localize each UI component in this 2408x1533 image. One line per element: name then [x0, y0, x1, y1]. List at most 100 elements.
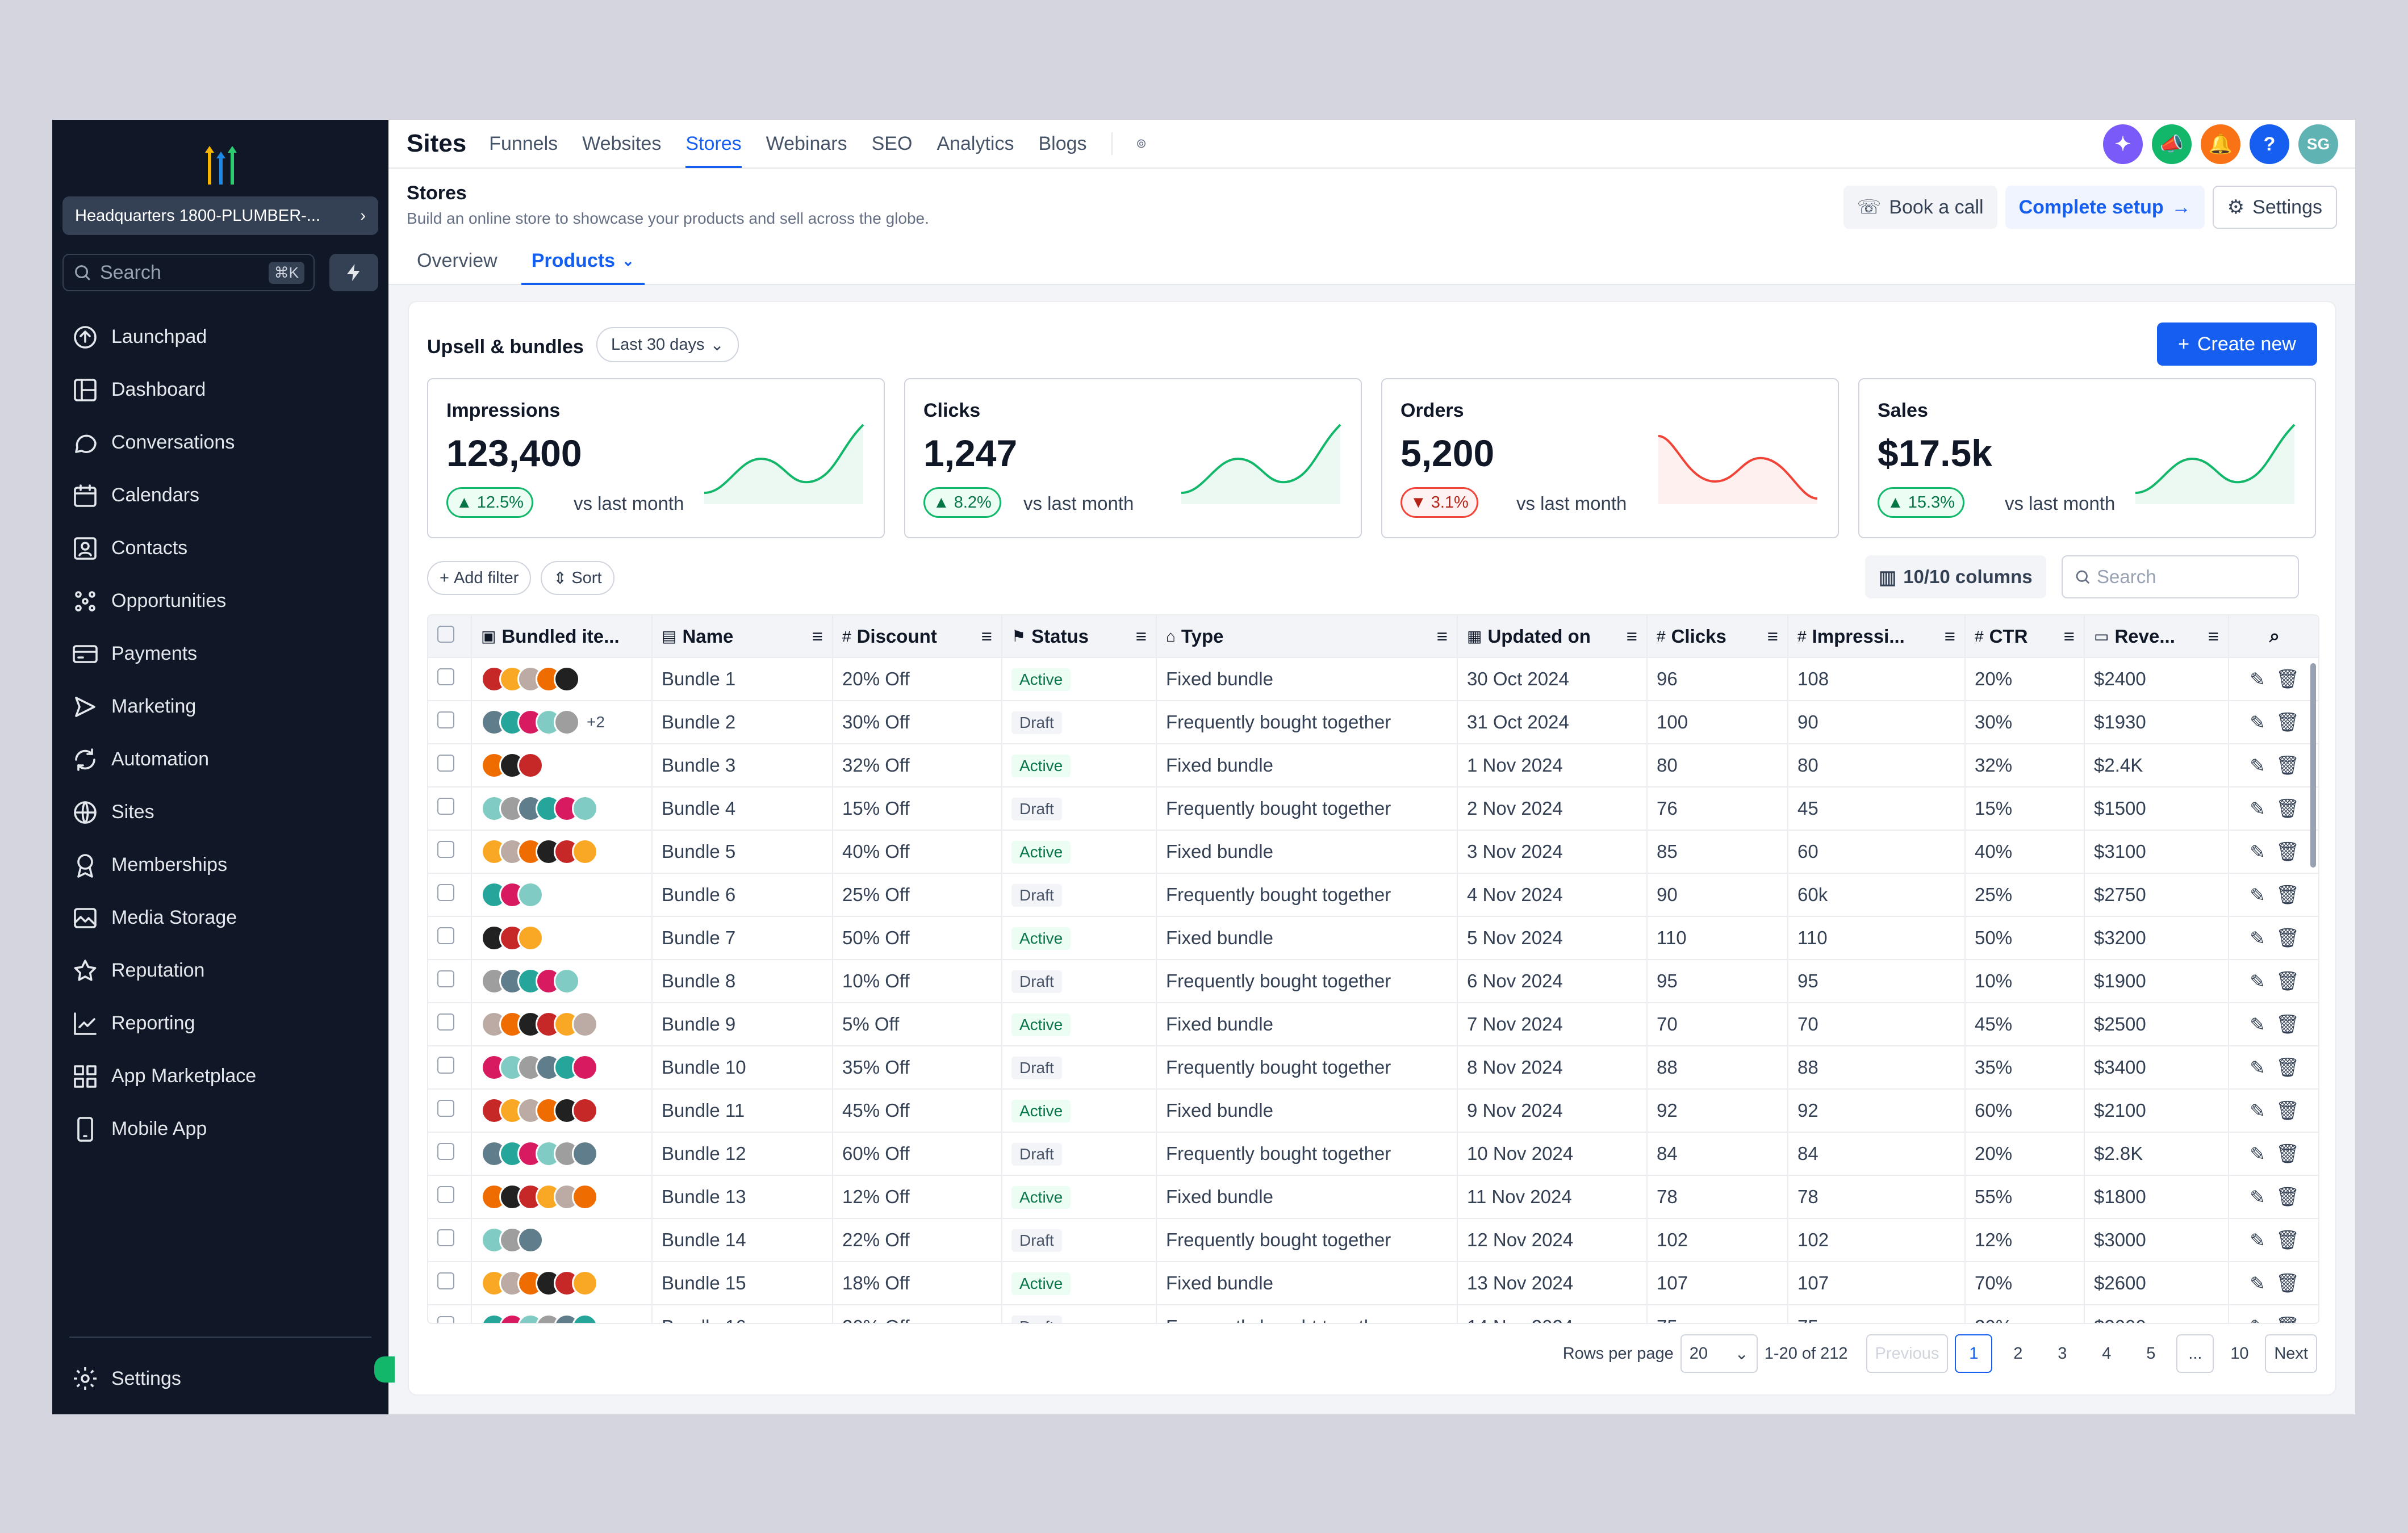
table-row[interactable]: Bundle 7 50% Off Active Fixed bundle 5 Nov 2… [428, 916, 2318, 960]
add-filter-button[interactable]: + Add filter [427, 561, 532, 595]
column-header[interactable]: # Discount ≡ [833, 615, 1002, 657]
filter-icon[interactable]: ≡ [1944, 625, 1955, 647]
edit-icon[interactable]: ✎ [2250, 798, 2265, 819]
trash-icon[interactable]: 🗑 [2275, 668, 2300, 689]
row-checkbox[interactable] [437, 1316, 454, 1323]
filter-icon[interactable]: ≡ [1135, 625, 1147, 647]
column-header[interactable]: ⌂ Type ≡ [1156, 615, 1458, 657]
row-checkbox[interactable] [437, 1186, 454, 1203]
row-checkbox[interactable] [437, 1229, 454, 1246]
sidebar-item-sites[interactable]: Sites [52, 786, 388, 839]
tab-funnels[interactable]: Funnels [489, 132, 558, 154]
table-scrollbar[interactable] [2310, 663, 2316, 868]
filter-icon[interactable]: ≡ [981, 625, 992, 647]
filter-icon[interactable]: ≡ [2208, 625, 2219, 647]
table-row[interactable]: Bundle 3 32% Off Active Fixed bundle 1 Nov 2… [428, 743, 2318, 787]
edit-icon[interactable]: ✎ [2250, 1100, 2265, 1121]
edit-icon[interactable]: ✎ [2250, 970, 2265, 992]
column-header[interactable]: ▤ Name ≡ [652, 615, 833, 657]
sidebar-item-app-marketplace[interactable]: App Marketplace [52, 1050, 388, 1103]
settings-button[interactable]: ⚙ Settings [2212, 186, 2337, 229]
bell-icon[interactable]: 🔔 [2201, 124, 2240, 164]
help-icon[interactable]: ? [2250, 124, 2289, 164]
edit-icon[interactable]: ✎ [2250, 1057, 2265, 1078]
edit-icon[interactable]: ✎ [2250, 711, 2265, 733]
trash-icon[interactable]: 🗑 [2275, 1013, 2300, 1034]
avatar[interactable]: SG [2298, 124, 2338, 164]
trash-icon[interactable]: 🗑 [2275, 883, 2300, 905]
table-row[interactable]: Bundle 12 60% Off Draft Frequently bought t… [428, 1132, 2318, 1175]
search-icon[interactable]: ⌕ [2269, 625, 2280, 646]
edit-icon[interactable]: ✎ [2250, 1143, 2265, 1165]
row-checkbox[interactable] [437, 927, 454, 944]
row-checkbox[interactable] [437, 1272, 454, 1289]
edit-icon[interactable]: ✎ [2250, 668, 2265, 690]
table-row[interactable]: Bundle 13 12% Off Active Fixed bundle 11 Nov… [428, 1175, 2318, 1218]
table-row[interactable]: Bundle 10 35% Off Draft Frequently bought t… [428, 1045, 2318, 1089]
gear-icon[interactable] [1111, 132, 1148, 155]
edit-icon[interactable]: ✎ [2250, 1186, 2265, 1208]
sidebar-item-opportunities[interactable]: Opportunities [52, 575, 388, 627]
filter-icon[interactable]: ≡ [812, 625, 823, 647]
table-search-input[interactable]: Search [2062, 555, 2299, 598]
trash-icon[interactable]: 🗑 [2275, 797, 2300, 819]
trash-icon[interactable]: 🗑 [2275, 1229, 2300, 1250]
sidebar-item-marketing[interactable]: Marketing [52, 680, 388, 733]
filter-icon[interactable]: ≡ [2063, 625, 2075, 647]
sidebar-item-reputation[interactable]: Reputation [52, 944, 388, 997]
row-checkbox[interactable] [437, 798, 454, 815]
edit-icon[interactable]: ✎ [2250, 841, 2265, 862]
table-row[interactable]: Bundle 8 10% Off Draft Frequently bought to… [428, 959, 2318, 1003]
table-row[interactable]: Bundle 9 5% Off Active Fixed bundle 7 Nov 20… [428, 1002, 2318, 1046]
table-row[interactable]: Bundle 1620% Off Draft Frequently bought t… [428, 1304, 2318, 1323]
date-range-select[interactable]: Last 30 days ⌄ [596, 327, 739, 362]
row-checkbox[interactable] [437, 884, 454, 901]
filter-icon[interactable]: ≡ [1436, 625, 1448, 647]
page-button[interactable]: 2 [1999, 1334, 2037, 1373]
book-call-button[interactable]: ☏ Book a call [1843, 186, 1997, 229]
sidebar-item-settings[interactable]: Settings [52, 1353, 388, 1404]
column-header[interactable]: ▭ Reve... ≡ [2084, 615, 2229, 657]
sidebar-item-memberships[interactable]: Memberships [52, 839, 388, 891]
page-button[interactable]: ... [2176, 1334, 2214, 1373]
filter-icon[interactable]: ≡ [1626, 625, 1637, 647]
tab-stores[interactable]: Stores [685, 120, 742, 168]
sidebar-item-reporting[interactable]: Reporting [52, 997, 388, 1050]
sidebar-item-payments[interactable]: Payments [52, 627, 388, 680]
megaphone-icon[interactable]: 📣 [2152, 124, 2192, 164]
tab-overview[interactable]: Overview [417, 250, 498, 271]
row-checkbox[interactable] [437, 970, 454, 987]
next-page-button[interactable]: Next [2265, 1334, 2317, 1373]
trash-icon[interactable]: 🗑 [2275, 711, 2300, 732]
page-button[interactable]: 10 [2221, 1334, 2259, 1373]
edit-icon[interactable]: ✎ [2250, 1316, 2265, 1323]
sidebar-item-calendars[interactable]: Calendars [52, 469, 388, 522]
trash-icon[interactable]: 🗑 [2275, 1056, 2300, 1078]
sidebar-item-automation[interactable]: Automation [52, 733, 388, 786]
page-button[interactable]: 5 [2132, 1334, 2170, 1373]
trash-icon[interactable]: 🗑 [2275, 1186, 2300, 1207]
table-row[interactable]: Bundle 6 25% Off Draft Frequently bought to… [428, 873, 2318, 916]
filter-icon[interactable]: ≡ [1767, 625, 1778, 647]
create-new-button[interactable]: + Create new [2157, 322, 2317, 366]
tab-blogs[interactable]: Blogs [1038, 132, 1087, 154]
edit-icon[interactable]: ✎ [2250, 1229, 2265, 1251]
sidebar-item-contacts[interactable]: Contacts [52, 522, 388, 575]
row-checkbox[interactable] [437, 755, 454, 772]
trash-icon[interactable]: 🗑 [2275, 1272, 2300, 1293]
tab-webinars[interactable]: Webinars [766, 132, 847, 154]
trash-icon[interactable]: 🗑 [2275, 1142, 2300, 1164]
sidebar-collapse-toggle[interactable] [374, 1356, 395, 1383]
page-button[interactable]: 1 [1955, 1334, 1993, 1373]
page-button[interactable]: 3 [2043, 1334, 2081, 1373]
column-header[interactable]: ⚑ Status ≡ [1002, 615, 1157, 657]
page-button[interactable]: 4 [2088, 1334, 2126, 1373]
sidebar-item-media-storage[interactable]: Media Storage [52, 891, 388, 944]
location-switcher[interactable]: Headquarters 1800-PLUMBER-... › [62, 196, 378, 235]
rows-per-page-select[interactable]: 20 ⌄ [1680, 1334, 1758, 1373]
row-checkbox[interactable] [437, 1013, 454, 1031]
sidebar-item-dashboard[interactable]: Dashboard [52, 363, 388, 416]
row-checkbox[interactable] [437, 668, 454, 685]
tab-seo[interactable]: SEO [871, 132, 913, 154]
magic-wand-icon[interactable]: ✦ [2103, 124, 2143, 164]
